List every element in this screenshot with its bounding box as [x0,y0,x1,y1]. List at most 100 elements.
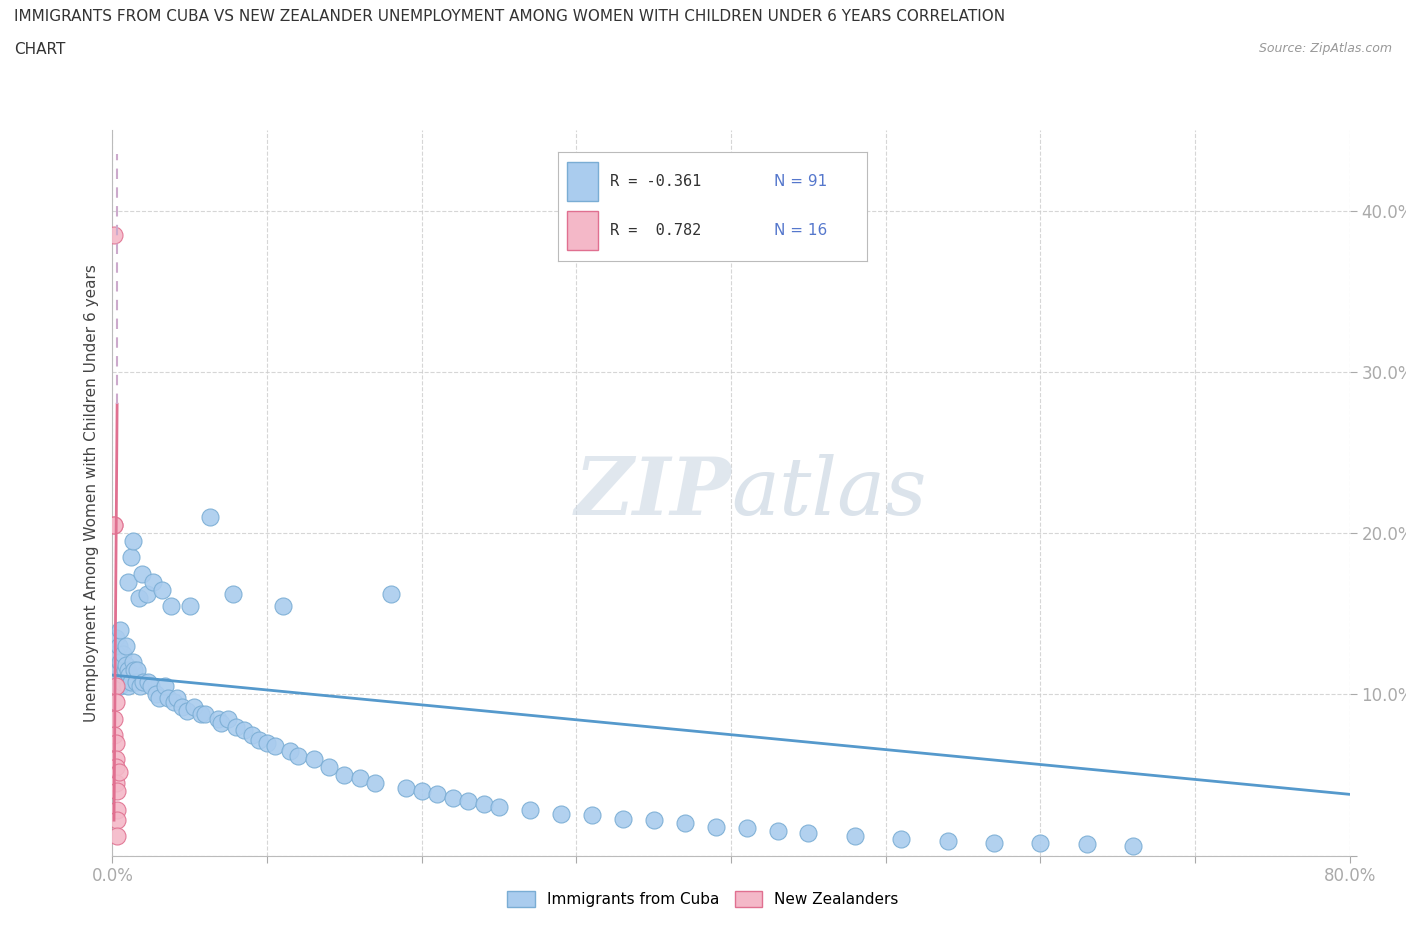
Point [104,736,127,751]
Point [127,663,149,678]
Point [121,534,143,549]
Point [115,639,138,654]
Point [117,663,139,678]
Point [105,829,128,844]
Point [612,811,634,826]
Point [1076,837,1098,852]
Point [472,797,495,812]
Point [136,674,159,689]
Point [135,587,157,602]
Point [735,821,758,836]
Point [936,833,959,848]
Point [112,646,135,661]
Point [550,806,572,821]
Point [103,518,125,533]
Point [704,819,727,834]
Point [441,790,464,805]
Point [198,510,221,525]
Point [105,813,128,828]
Point [107,639,129,654]
Point [103,727,125,742]
Point [163,695,186,710]
Point [112,668,135,683]
Point [426,787,449,802]
Point [103,228,125,243]
Point [104,751,127,766]
Point [148,690,170,705]
Point [890,832,912,847]
Legend: Immigrants from Cuba, New Zealanders: Immigrants from Cuba, New Zealanders [501,884,905,913]
Point [194,706,217,721]
Point [190,706,212,721]
Point [114,663,136,678]
Point [117,574,139,589]
Point [844,829,866,844]
Point [131,566,153,581]
Point [115,658,138,672]
Point [256,736,278,751]
Point [233,723,256,737]
Point [160,598,183,613]
Point [217,711,239,726]
Point [132,674,155,689]
Point [271,598,294,613]
Point [380,587,402,602]
Point [105,671,128,685]
Point [105,803,128,817]
Point [673,816,696,830]
Point [145,687,167,702]
Point [264,738,287,753]
Point [247,732,270,747]
Point [105,784,128,799]
Point [118,668,141,683]
Point [1029,835,1052,850]
Point [364,776,387,790]
Point [179,598,201,613]
Point [141,679,163,694]
Point [103,518,125,533]
Point [105,646,128,661]
Point [110,655,132,670]
Y-axis label: Unemployment Among Women with Children Under 6 years: Unemployment Among Women with Children U… [83,264,98,722]
Point [122,663,145,678]
Point [103,711,125,726]
Point [121,655,143,670]
Point [766,824,789,839]
Point [207,711,229,726]
Point [318,760,340,775]
Point [150,582,173,597]
Point [104,695,127,710]
Point [104,776,127,790]
Point [349,771,371,786]
Point [643,813,665,828]
Point [983,835,1005,850]
Point [129,679,152,694]
Point [222,587,245,602]
Point [107,764,129,779]
Point [104,679,127,694]
Text: IMMIGRANTS FROM CUBA VS NEW ZEALANDER UNEMPLOYMENT AMONG WOMEN WITH CHILDREN UND: IMMIGRANTS FROM CUBA VS NEW ZEALANDER UN… [14,9,1005,24]
Point [797,826,820,841]
Point [581,808,603,823]
Point [128,591,150,605]
Point [278,743,302,758]
Point [411,784,433,799]
Text: Source: ZipAtlas.com: Source: ZipAtlas.com [1258,42,1392,55]
Text: CHART: CHART [14,42,66,57]
Point [124,674,148,689]
Point [225,719,247,734]
Point [395,780,418,795]
Point [209,716,232,731]
Point [111,674,134,689]
Point [287,749,309,764]
Point [120,674,142,689]
Point [157,690,180,705]
Point [120,550,142,565]
Point [488,800,510,815]
Point [519,803,541,817]
Point [176,703,198,718]
Point [117,679,139,694]
Point [107,663,129,678]
Point [457,793,479,808]
Point [110,622,132,637]
